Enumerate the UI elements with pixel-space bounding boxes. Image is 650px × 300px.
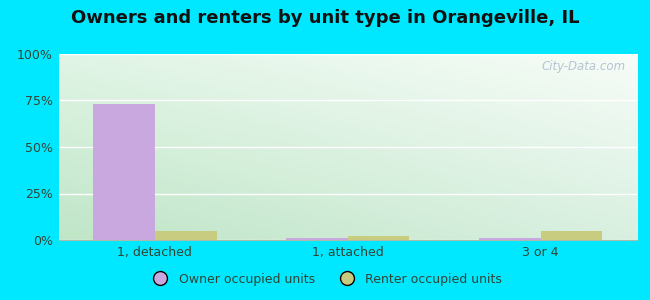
Bar xyxy=(155,231,216,240)
Bar xyxy=(286,238,348,240)
Bar xyxy=(93,104,155,240)
Bar xyxy=(348,236,410,240)
Bar xyxy=(479,238,541,240)
Text: Owners and renters by unit type in Orangeville, IL: Owners and renters by unit type in Orang… xyxy=(71,9,579,27)
Bar xyxy=(541,231,603,240)
Legend: Owner occupied units, Renter occupied units: Owner occupied units, Renter occupied un… xyxy=(143,268,507,291)
Text: City-Data.com: City-Data.com xyxy=(541,60,625,73)
